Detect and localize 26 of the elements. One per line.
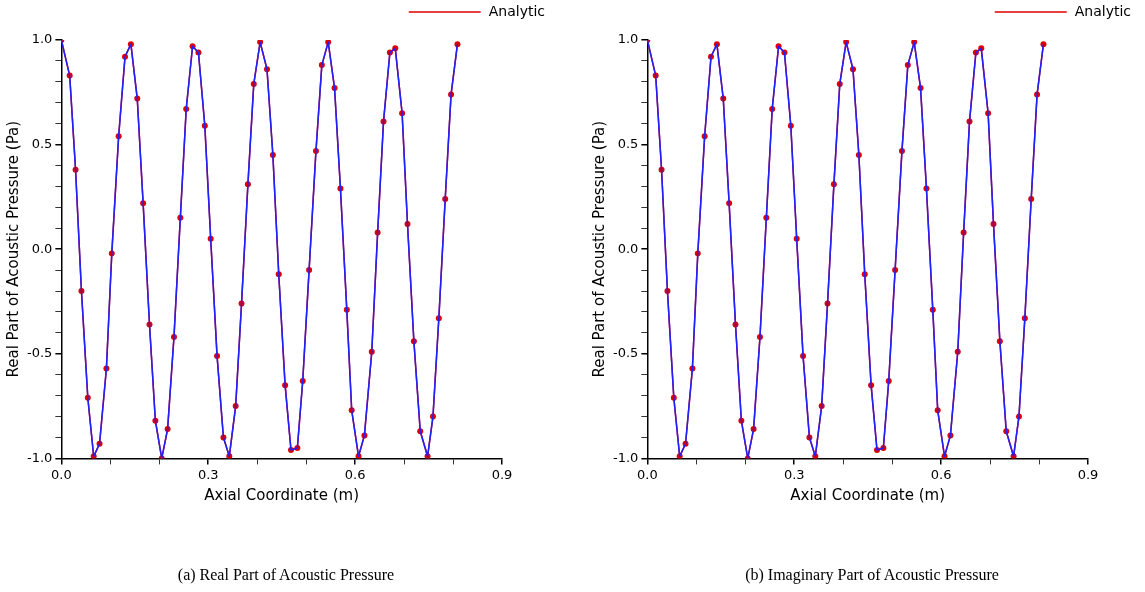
y-tick-label: 0.5 — [31, 135, 53, 151]
y-tick-label: 0.0 — [31, 240, 53, 256]
y-axis-title: Real Part of Acoustic Pressure (Pa) — [589, 120, 608, 378]
x-tick-label: 0.0 — [51, 466, 72, 482]
text: Analytic — [488, 2, 545, 19]
y-axis-title: Real Part of Acoustic Pressure (Pa) — [3, 120, 22, 378]
x-axis-title: Axial Coordinate (m) — [790, 485, 946, 504]
text: (a) Real Part of Acoustic Pressure — [176, 566, 396, 584]
x-tick-label: 0.3 — [197, 466, 219, 482]
x-tick-label: 0.3 — [783, 466, 805, 482]
y-tick-label: 0.0 — [617, 240, 639, 256]
text: Analytic — [1074, 2, 1131, 19]
text: (b) Imaginary Part of Acoustic Pressure — [744, 566, 1000, 584]
x-axis-title: Axial Coordinate (m) — [204, 485, 360, 504]
x-tick-label: 0.0 — [637, 466, 658, 482]
x-tick-label: 0.6 — [344, 466, 366, 482]
y-tick-label: 1.0 — [31, 31, 53, 47]
y-tick-label: -1.0 — [612, 449, 639, 465]
x-tick-label: 0.6 — [930, 466, 952, 482]
x-tick-label: 0.9 — [1077, 466, 1099, 482]
y-tick-label: 1.0 — [617, 31, 639, 47]
y-tick-label: -1.0 — [26, 449, 53, 465]
y-tick-label: -0.5 — [612, 345, 639, 361]
y-tick-label: 0.5 — [617, 135, 639, 151]
y-tick-label: -0.5 — [26, 345, 53, 361]
x-tick-label: 0.9 — [491, 466, 513, 482]
